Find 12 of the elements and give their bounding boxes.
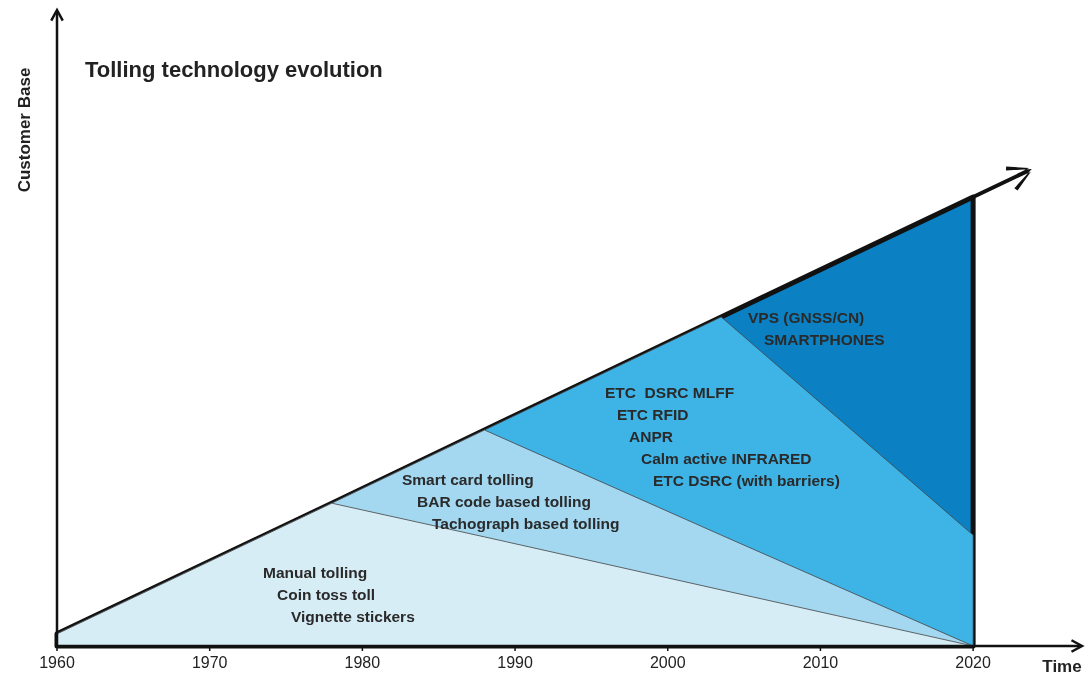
x-tick-label: 2010	[802, 654, 839, 671]
series-label: Manual tolling Coin toss toll Vignette stickers	[263, 564, 415, 625]
x-axis-title: Time	[1042, 657, 1082, 676]
y-axis-title: Customer Base	[15, 67, 34, 193]
series-label: VPS (GNSS/CN) SMARTPHONES	[748, 309, 885, 348]
x-tick-label: 1970	[191, 654, 228, 671]
x-tick-label: 2000	[649, 654, 686, 671]
x-tick-label: 1990	[497, 654, 533, 671]
x-tick-label: 2020	[955, 654, 992, 671]
x-tick-label: 1960	[39, 654, 75, 671]
x-tick-label: 1980	[344, 654, 381, 671]
chart-title: Tolling technology evolution	[85, 57, 383, 82]
